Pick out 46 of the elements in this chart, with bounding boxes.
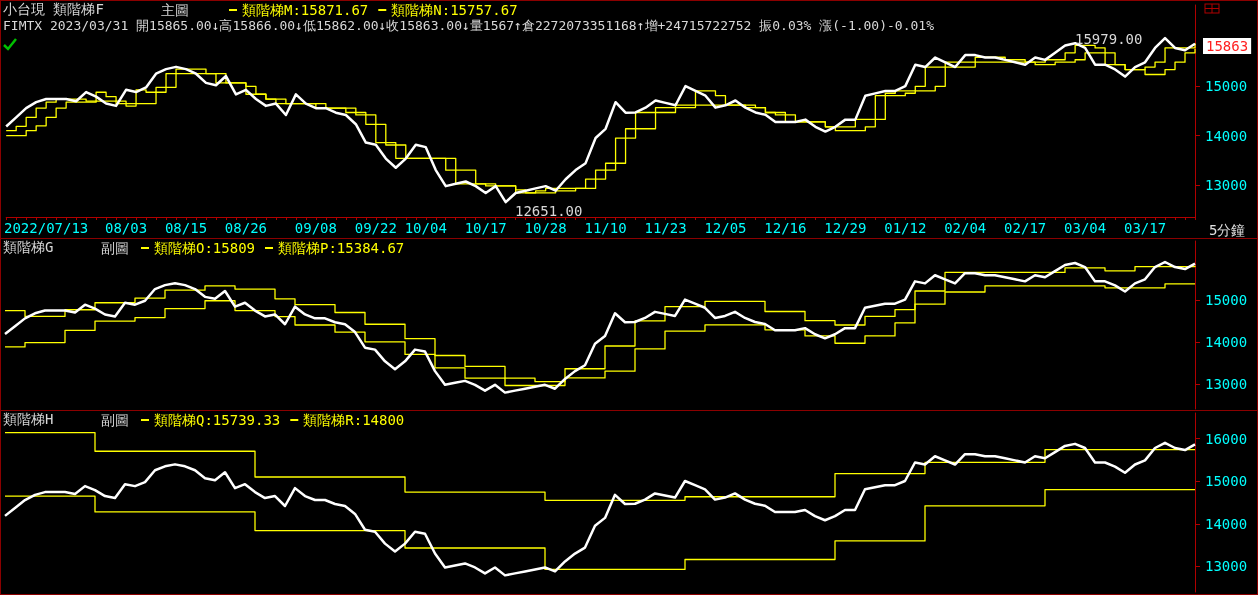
x-tick-label: 01/12 (884, 220, 927, 236)
y-tick-label: 15000 (1205, 291, 1248, 308)
legend-label: 類階梯M:15871.67 (242, 2, 369, 18)
annotation: 主圖 (161, 2, 189, 18)
x-tick-label: 08/03 (104, 220, 148, 236)
annotation: 副圖 (101, 412, 129, 428)
y-tick-label: 13000 (1205, 375, 1248, 392)
x-tick-label: 09/22 (354, 220, 397, 236)
y-tick-label: 15000 (1205, 473, 1248, 490)
text: 15863 (1206, 38, 1249, 54)
x-tick-label: 11/10 (584, 220, 627, 236)
y-tick-label: 14000 (1205, 515, 1248, 532)
annotation: 12651.00 (515, 203, 583, 219)
y-tick-label: 16000 (1205, 430, 1248, 447)
legend-label: 類階梯O:15809 (154, 240, 256, 256)
legend-label: 類階梯P:15384.67 (278, 240, 405, 256)
legend-label: 類階梯R:14800 (303, 412, 405, 428)
y-tick-label: 13000 (1205, 176, 1248, 193)
x-tick-label: 2022/07/13 (4, 220, 89, 236)
x-tick-label: 03/17 (1123, 220, 1167, 236)
x-tick-label: 12/05 (704, 220, 747, 236)
x-tick-label: 10/17 (464, 220, 507, 236)
x-tick-label: 11/23 (644, 220, 687, 236)
y-tick-label: 14000 (1205, 333, 1248, 350)
x-axis-title: 5分鐘 (1209, 222, 1246, 238)
legend-label: 類階梯N:15757.67 (391, 2, 518, 18)
x-tick-label: 10/28 (524, 220, 567, 236)
x-tick-label: 02/17 (1004, 220, 1047, 236)
x-tick-label: 09/08 (294, 220, 337, 236)
y-tick-label: 14000 (1205, 127, 1248, 144)
annotation: 15979.00 (1075, 31, 1143, 47)
x-tick-label: 03/04 (1064, 220, 1107, 236)
x-tick-label: 08/26 (224, 220, 268, 236)
chart-title: 類階梯H (3, 411, 54, 427)
chart-title: 類階梯G (3, 239, 54, 255)
x-tick-label: 02/04 (944, 220, 987, 236)
x-tick-label: 08/15 (164, 220, 208, 236)
x-tick-label: 12/29 (824, 220, 867, 236)
x-tick-label: 12/16 (764, 220, 807, 236)
annotation: 副圖 (101, 240, 129, 256)
chart-title: 小台現 類階梯F (3, 1, 104, 17)
text: FIMTX 2023/03/31 開15865.00↓高15866.00↓低15862.00↓收15863.00↓量1567↑倉2272073351168↑增+24715722752 振0.03% 漲(-1.00)-0.01% (3, 18, 935, 33)
y-tick-label: 13000 (1205, 558, 1248, 575)
legend-label: 類階梯Q:15739.33 (154, 412, 281, 428)
y-tick-label: 15000 (1205, 78, 1248, 95)
x-tick-label: 10/04 (404, 220, 447, 236)
